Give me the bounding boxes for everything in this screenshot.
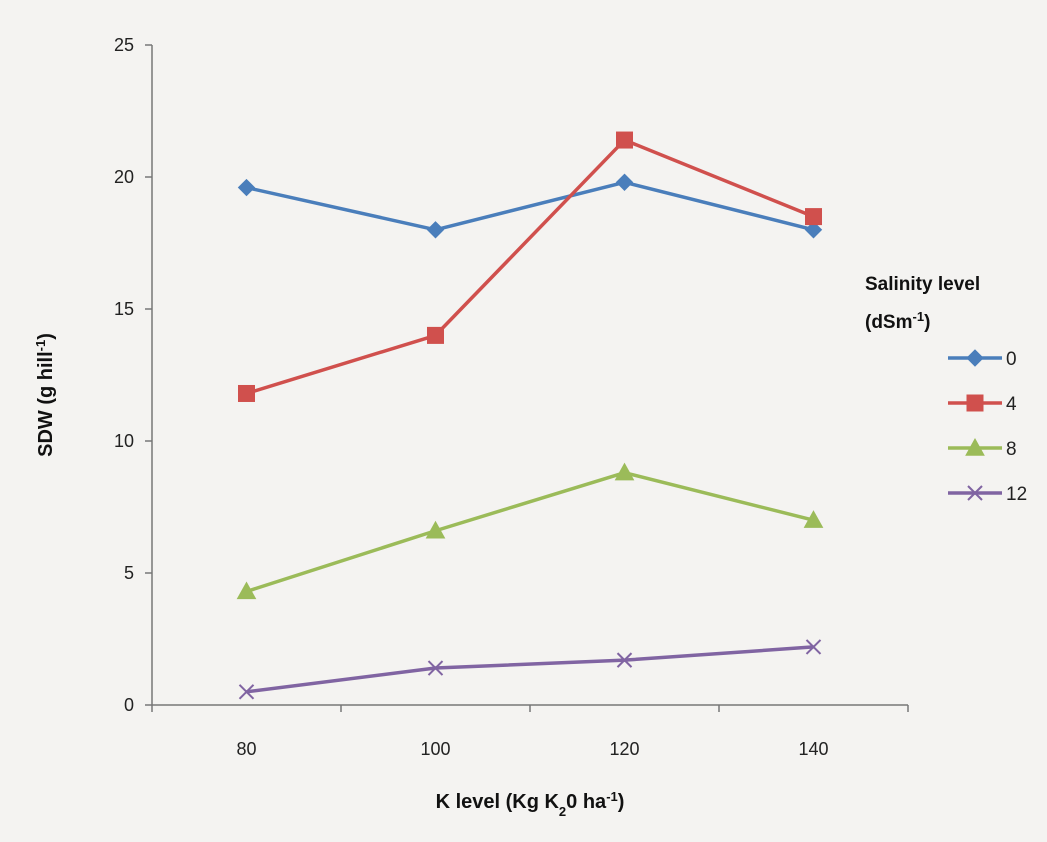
y-axis-title-end: ) — [35, 333, 57, 340]
data-point — [805, 208, 822, 226]
data-point — [615, 173, 634, 191]
x-axis-title-end: ) — [618, 791, 625, 813]
x-axis-title-sub: 2 — [559, 804, 566, 819]
series-line — [245, 138, 815, 396]
legend-label: 8 — [1006, 439, 1017, 460]
legend-items: 0 4 8 12 — [948, 349, 1027, 505]
x-tick-label: 100 — [420, 739, 450, 759]
y-tick-label: 0 — [124, 695, 134, 715]
y-axis-title: SDW (g hill-1) — [33, 333, 58, 457]
series-line — [246, 180, 814, 232]
legend-title-sup: -1 — [913, 309, 925, 324]
x-axis-ticks: 80 100 120 140 — [151, 705, 909, 759]
data-point — [426, 221, 445, 239]
marker-stroke — [616, 652, 633, 668]
data-point — [614, 462, 635, 481]
x-tick-label: 140 — [798, 739, 828, 759]
series-line — [246, 645, 814, 694]
y-axis-title-sup: -1 — [33, 340, 48, 352]
legend: Salinity level (dSm-1) 0 4 8 12 — [865, 274, 1027, 505]
legend-item-12: 12 — [948, 484, 1027, 505]
series-12 — [238, 639, 822, 700]
legend-label: 12 — [1006, 484, 1027, 505]
marker-stroke — [427, 660, 444, 676]
data-point — [425, 520, 446, 539]
legend-marker — [965, 437, 985, 456]
legend-title-line1: Salinity level — [865, 274, 980, 295]
data-point — [804, 221, 823, 239]
legend-marker — [966, 394, 984, 412]
x-axis-title: K level (Kg K20 ha-1) — [436, 789, 625, 819]
marker-stroke — [238, 684, 255, 700]
series-8 — [236, 462, 824, 600]
marker-stroke — [967, 485, 983, 501]
data-point — [803, 510, 824, 528]
legend-item-4: 4 — [948, 394, 1017, 415]
data-point — [616, 131, 633, 149]
legend-label: 4 — [1006, 394, 1017, 415]
legend-item-8: 8 — [948, 437, 1017, 460]
x-axis-title-mid: 0 ha — [566, 791, 607, 813]
data-point — [427, 326, 444, 344]
series-0 — [237, 173, 823, 239]
legend-marker — [967, 485, 983, 501]
data-point — [237, 178, 256, 197]
data-point — [238, 684, 255, 700]
x-tick-label: 80 — [236, 739, 256, 759]
y-tick-label: 10 — [114, 431, 134, 451]
legend-title-close: ) — [924, 312, 930, 333]
x-axis-title-sup: -1 — [606, 789, 618, 804]
y-axis-title-main: SDW (g hill — [35, 351, 57, 457]
legend-item-0: 0 — [948, 349, 1017, 370]
y-tick-label: 20 — [114, 167, 134, 187]
series-layer — [236, 131, 824, 700]
legend-title-unit: (dSm — [865, 312, 913, 333]
data-point — [805, 639, 822, 655]
y-tick-label: 5 — [124, 563, 134, 583]
marker-stroke — [805, 639, 822, 655]
y-tick-label: 25 — [114, 35, 134, 55]
data-point — [616, 652, 633, 668]
legend-label: 0 — [1006, 349, 1017, 370]
x-tick-label: 120 — [609, 739, 639, 759]
legend-marker — [966, 349, 984, 367]
y-axis-ticks: 0 5 10 15 20 25 — [114, 35, 152, 715]
y-tick-label: 15 — [114, 299, 134, 319]
data-point — [238, 384, 255, 402]
series-line — [245, 470, 814, 594]
x-axis-title-main: K level (Kg K — [436, 791, 560, 813]
data-point — [236, 581, 257, 600]
data-point — [427, 660, 444, 676]
legend-title-line2: (dSm-1) — [865, 309, 930, 334]
series-4 — [238, 131, 822, 402]
